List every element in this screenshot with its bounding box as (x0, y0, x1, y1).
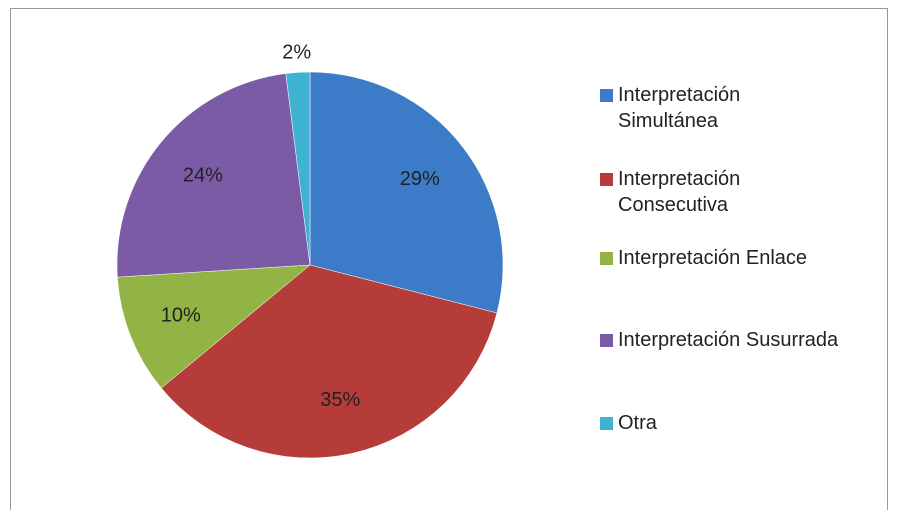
data-label: 35% (320, 389, 360, 411)
legend-swatch (600, 173, 613, 186)
legend-swatch (600, 252, 613, 265)
legend-swatch (600, 89, 613, 102)
legend-label: Interpretación Simultánea (618, 84, 741, 132)
legend-entry: Interpretación Consecutiva (600, 166, 843, 218)
data-label: 24% (183, 165, 223, 187)
legend-entry: Interpretación Enlace (600, 245, 843, 271)
pie-slice (285, 71, 311, 266)
legend-label: Otra (618, 412, 657, 434)
legend-label: Interpretación Enlace (618, 247, 808, 269)
legend-entry: Interpretación Susurrada (600, 327, 843, 353)
legend-swatch (600, 417, 613, 430)
data-label: 2% (282, 41, 311, 63)
pie-slice (117, 264, 311, 389)
frame (10, 8, 888, 510)
legend-entry: Otra (600, 410, 843, 436)
pie-slice (116, 73, 311, 278)
legend-entry: Interpretación Simultánea (600, 82, 843, 134)
pie-slice (309, 71, 504, 314)
pie-slice (160, 264, 498, 459)
legend-swatch (600, 334, 613, 347)
legend-label: Interpretación Susurrada (618, 329, 839, 351)
data-label: 29% (400, 168, 440, 190)
legend-label: Interpretación Consecutiva (618, 168, 741, 216)
data-label: 10% (161, 304, 201, 326)
